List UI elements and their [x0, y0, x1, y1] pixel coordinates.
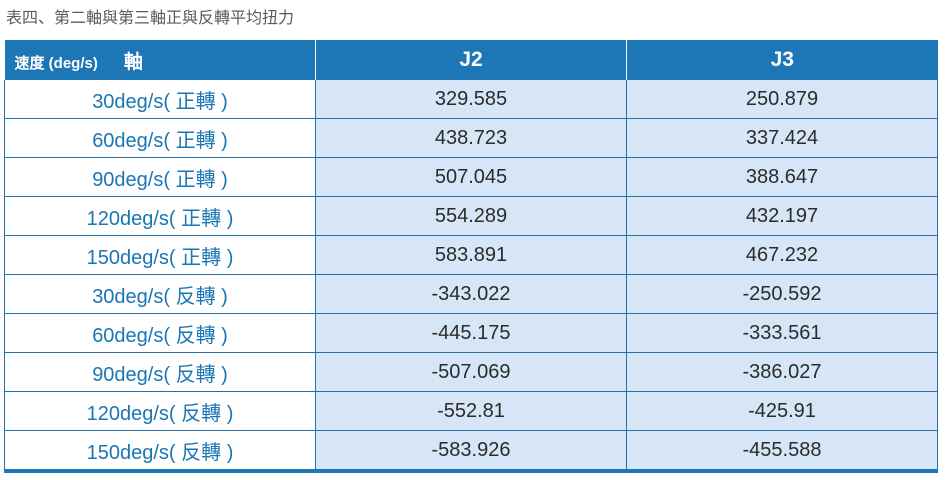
- j2-cell: -343.022: [315, 274, 627, 314]
- table-row: 120deg/s( 正轉 ) 554.289 432.197: [4, 196, 938, 236]
- j2-cell: 329.585: [315, 80, 627, 119]
- j3-cell: 250.879: [626, 80, 938, 119]
- speed-cell: 60deg/s( 正轉 ): [4, 118, 316, 158]
- table-row: 30deg/s( 反轉 ) -343.022 -250.592: [4, 274, 938, 314]
- header-j3: J3: [626, 40, 938, 80]
- header-speed-label: 速度 (deg/s): [14, 54, 98, 72]
- speed-cell: 30deg/s( 正轉 ): [4, 80, 316, 119]
- speed-cell: 90deg/s( 反轉 ): [4, 352, 316, 392]
- header-j2: J2: [315, 40, 627, 80]
- j2-cell: 583.891: [315, 235, 627, 275]
- table-row: 30deg/s( 正轉 ) 329.585 250.879: [4, 80, 938, 119]
- table-row: 60deg/s( 正轉 ) 438.723 337.424: [4, 118, 938, 158]
- j2-cell: 438.723: [315, 118, 627, 158]
- j2-cell: 507.045: [315, 157, 627, 197]
- j3-cell: -250.592: [626, 274, 938, 314]
- j2-cell: -507.069: [315, 352, 627, 392]
- j3-cell: -386.027: [626, 352, 938, 392]
- table-row: 120deg/s( 反轉 ) -552.81 -425.91: [4, 391, 938, 431]
- table-row: 60deg/s( 反轉 ) -445.175 -333.561: [4, 313, 938, 353]
- torque-table: 速度 (deg/s) 軸 J2 J3 30deg/s( 正轉 ) 329.585 25…: [4, 40, 938, 473]
- header-axis-label: 軸: [123, 51, 143, 73]
- speed-cell: 120deg/s( 正轉 ): [4, 196, 316, 236]
- torque-table-container: 速度 (deg/s) 軸 J2 J3 30deg/s( 正轉 ) 329.585 25…: [4, 40, 938, 473]
- j2-cell: -445.175: [315, 313, 627, 353]
- speed-cell: 120deg/s( 反轉 ): [4, 391, 316, 431]
- table-caption: 表四、第二軸與第三軸正與反轉平均扭力: [6, 8, 295, 27]
- speed-cell: 150deg/s( 反轉 ): [4, 430, 316, 473]
- header-speed-axis: 速度 (deg/s) 軸: [4, 40, 316, 80]
- table-row: 90deg/s( 正轉 ) 507.045 388.647: [4, 157, 938, 197]
- speed-cell: 60deg/s( 反轉 ): [4, 313, 316, 353]
- speed-cell: 30deg/s( 反轉 ): [4, 274, 316, 314]
- j3-cell: 432.197: [626, 196, 938, 236]
- j3-cell: 388.647: [626, 157, 938, 197]
- j3-cell: 337.424: [626, 118, 938, 158]
- table-header-row: 速度 (deg/s) 軸 J2 J3: [4, 40, 938, 80]
- j2-cell: 554.289: [315, 196, 627, 236]
- j3-cell: 467.232: [626, 235, 938, 275]
- speed-cell: 90deg/s( 正轉 ): [4, 157, 316, 197]
- j3-cell: -333.561: [626, 313, 938, 353]
- table-row: 90deg/s( 反轉 ) -507.069 -386.027: [4, 352, 938, 392]
- table-row: 150deg/s( 反轉 ) -583.926 -455.588: [4, 430, 938, 473]
- j3-cell: -425.91: [626, 391, 938, 431]
- j2-cell: -552.81: [315, 391, 627, 431]
- j3-cell: -455.588: [626, 430, 938, 473]
- table-row: 150deg/s( 正轉 ) 583.891 467.232: [4, 235, 938, 275]
- speed-cell: 150deg/s( 正轉 ): [4, 235, 316, 275]
- j2-cell: -583.926: [315, 430, 627, 473]
